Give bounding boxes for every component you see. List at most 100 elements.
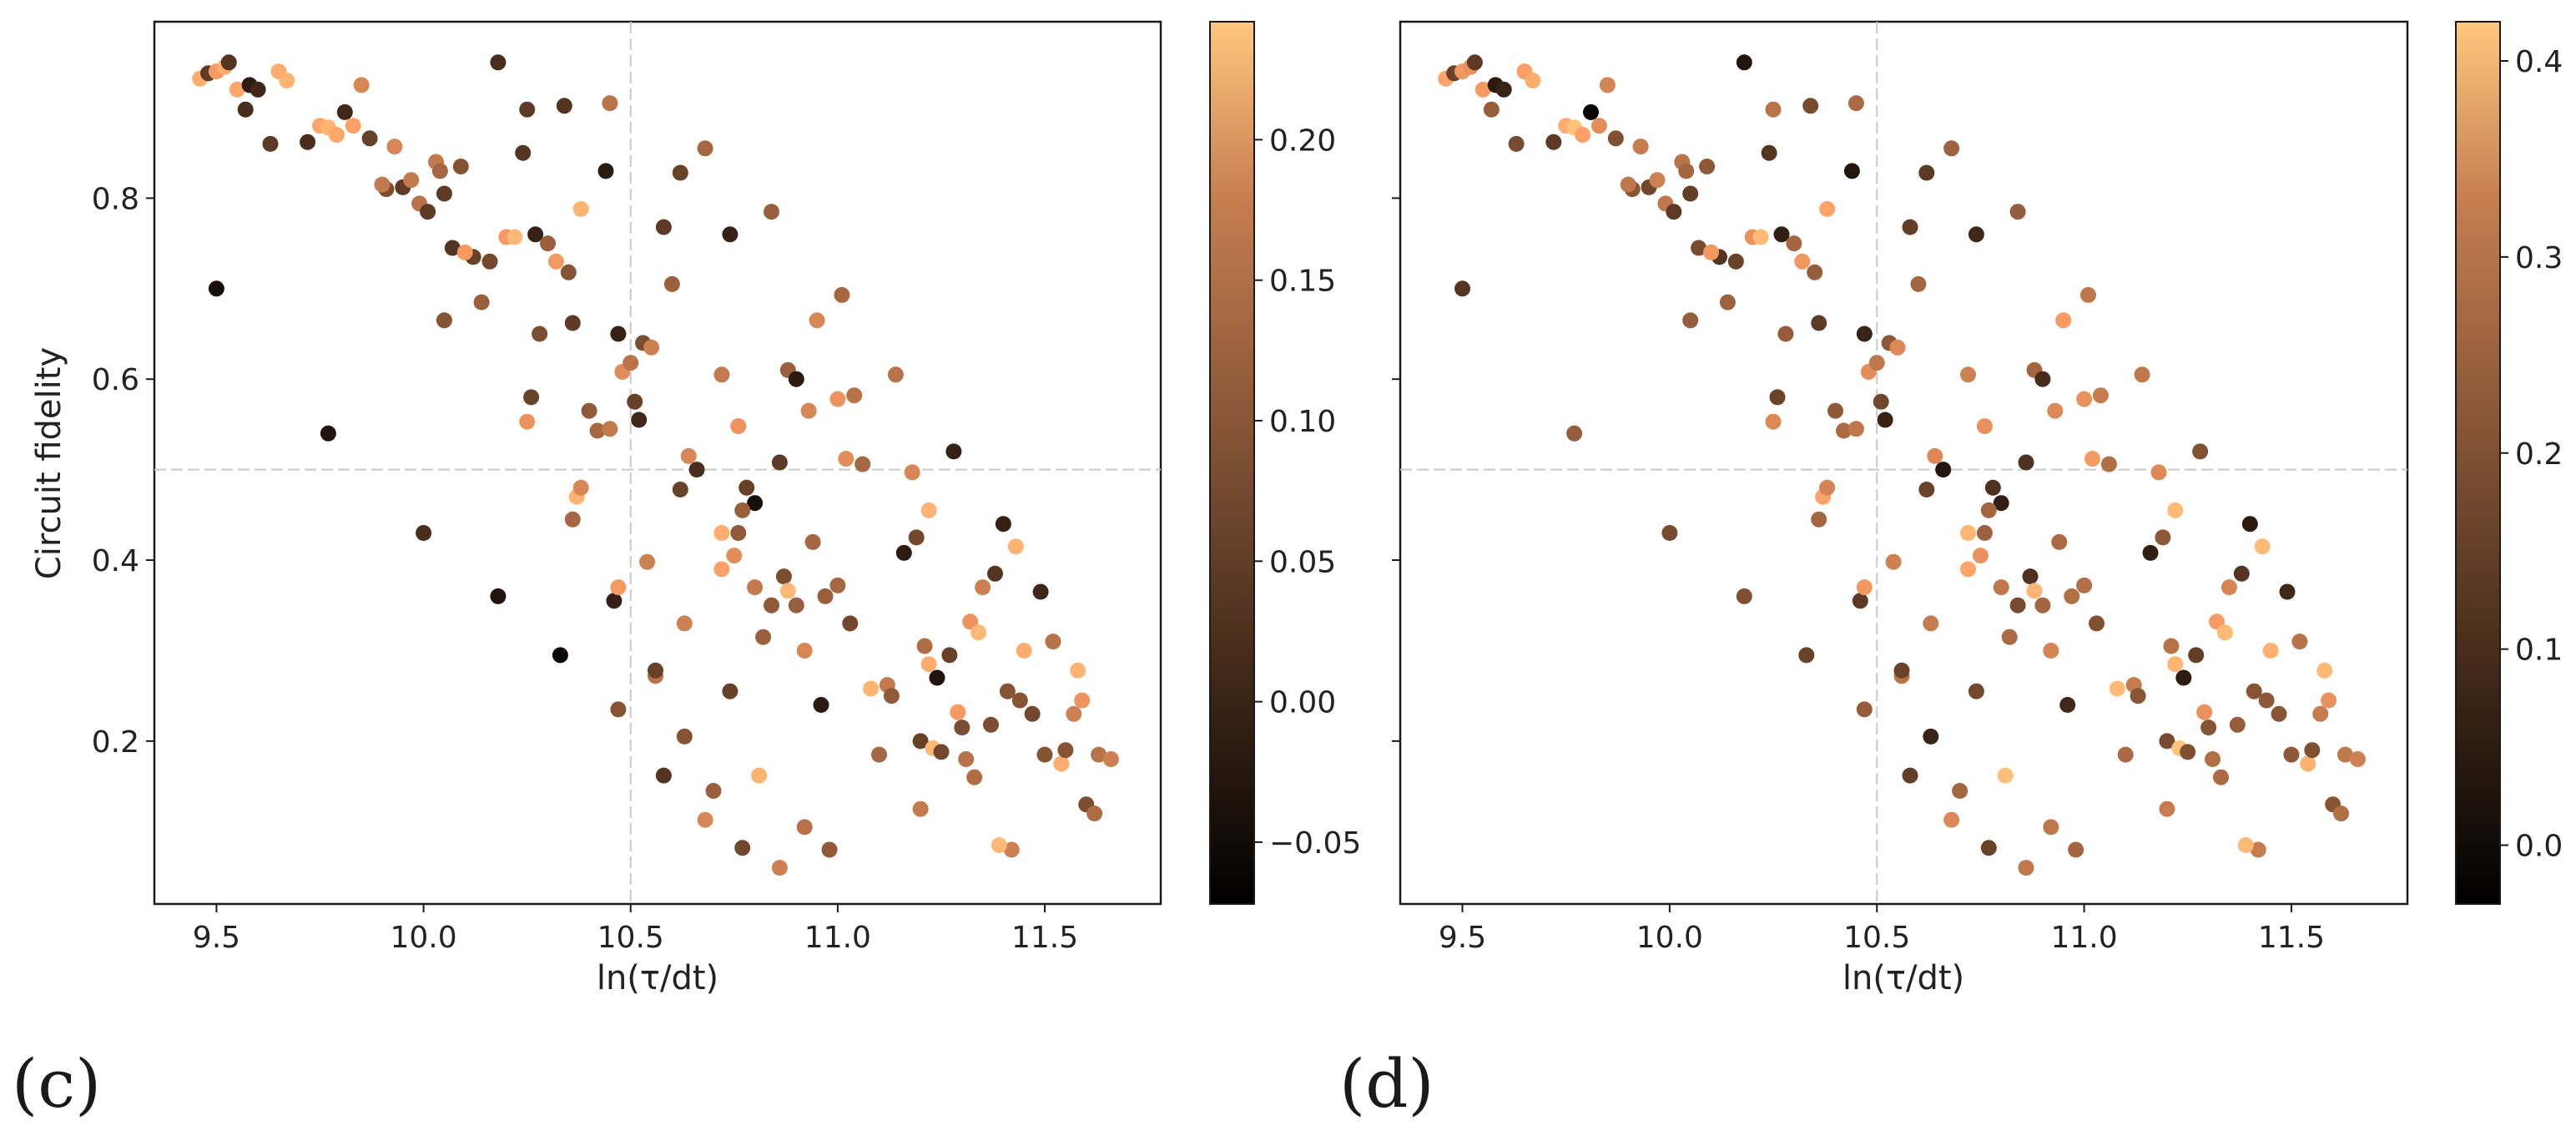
data-point: [515, 144, 532, 161]
data-point: [970, 624, 987, 641]
data-point: [1902, 219, 1918, 235]
y-tick-label: 0.6: [92, 363, 139, 397]
data-point: [871, 746, 887, 763]
plot-area-c: [153, 20, 1162, 906]
data-point: [2055, 312, 2072, 329]
data-point: [564, 315, 581, 331]
data-point: [1910, 275, 1927, 292]
data-point: [1736, 588, 1752, 604]
y-axis-ticks-c: 0.2 0.4 0.6 0.8: [92, 182, 154, 760]
data-point: [829, 577, 846, 593]
data-point: [2100, 456, 2117, 472]
data-point: [2142, 544, 2159, 561]
data-point: [676, 728, 693, 745]
data-point: [2192, 443, 2209, 460]
data-point: [2068, 841, 2084, 858]
data-point: [1736, 54, 1752, 71]
data-point: [1819, 479, 1836, 496]
data-point: [663, 275, 680, 292]
data-point: [1057, 742, 1074, 759]
data-point: [552, 647, 568, 664]
data-point: [2167, 656, 2184, 673]
data-point: [2333, 805, 2349, 822]
data-point: [320, 425, 336, 442]
x-tick-label: 11.0: [2050, 921, 2117, 955]
data-point: [386, 139, 403, 155]
data-point: [1997, 767, 2014, 784]
data-point: [920, 502, 937, 518]
data-point: [2304, 742, 2321, 759]
data-point: [962, 613, 979, 630]
data-point: [1980, 840, 1997, 856]
data-point: [1943, 140, 1960, 157]
x-tick-label: 11.5: [2258, 921, 2325, 955]
data-point: [1877, 412, 1893, 428]
data-point: [403, 172, 420, 189]
data-point: [713, 525, 730, 541]
data-point: [250, 81, 266, 98]
data-point: [490, 54, 507, 71]
data-point: [999, 683, 1016, 699]
data-point: [2084, 451, 2100, 467]
colorbar-tick-label: 0.0: [2515, 830, 2563, 864]
data-point: [547, 253, 564, 270]
data-point: [2076, 391, 2093, 407]
panel-c: 9.5 10.0 10.5 11.0 11.5 0.2 0.4 0.6 0.8 ln(τ/dt…: [12, 20, 1361, 1123]
data-point: [887, 366, 904, 383]
data-point: [883, 688, 900, 704]
colorbar-d: [2455, 21, 2501, 905]
data-point: [1703, 244, 1719, 260]
panel-d: 9.5 10.0 10.5 11.0 11.5 ln(τ/dt) 0.00.10.20.…: [1339, 20, 2563, 1123]
data-point: [1682, 312, 1699, 329]
data-point: [1807, 264, 1823, 280]
data-point: [643, 339, 660, 356]
data-point: [490, 588, 507, 604]
data-point: [610, 701, 627, 718]
data-point: [2043, 643, 2059, 659]
data-point: [2250, 841, 2266, 858]
data-point: [834, 286, 850, 303]
y-axis-label-c: Circuit fidelity: [30, 347, 68, 579]
points-c: [192, 54, 1119, 876]
data-point: [730, 525, 747, 541]
data-point: [1091, 746, 1107, 763]
data-point: [1699, 159, 1716, 174]
data-point: [564, 511, 581, 528]
data-point: [2321, 692, 2337, 709]
data-point: [1682, 185, 1699, 202]
colorbar-tick-label: 0.15: [1269, 265, 1336, 299]
data-point: [854, 456, 871, 472]
data-point: [1873, 393, 1889, 410]
data-point: [2312, 705, 2329, 722]
data-point: [680, 447, 697, 464]
data-point: [436, 312, 452, 329]
data-point: [739, 479, 755, 496]
x-tick-label: 9.5: [1439, 921, 1486, 955]
data-point: [920, 656, 937, 673]
data-point: [2089, 615, 2105, 632]
data-point: [945, 443, 962, 460]
data-point: [2026, 583, 2043, 599]
data-point: [1678, 163, 1695, 179]
colorbar-tick-label: −0.05: [1269, 826, 1361, 861]
data-point: [572, 200, 589, 217]
data-point: [300, 134, 316, 150]
data-point: [809, 312, 825, 329]
data-point: [983, 716, 999, 733]
data-point: [1802, 98, 1819, 114]
data-point: [2283, 746, 2300, 763]
colorbar-tick-label: 0.20: [1269, 124, 1336, 158]
data-point: [1495, 81, 1512, 98]
data-point: [1960, 366, 1976, 383]
data-point: [2233, 565, 2250, 582]
data-point: [655, 219, 672, 235]
data-point: [697, 811, 713, 828]
data-point: [2155, 529, 2171, 546]
data-point: [1843, 163, 1860, 179]
x-axis-label-c: ln(τ/dt): [597, 959, 718, 997]
data-point: [1016, 643, 1032, 659]
x-tick-label: 10.0: [1636, 921, 1703, 955]
data-point: [726, 548, 743, 564]
data-point: [1993, 495, 2009, 512]
